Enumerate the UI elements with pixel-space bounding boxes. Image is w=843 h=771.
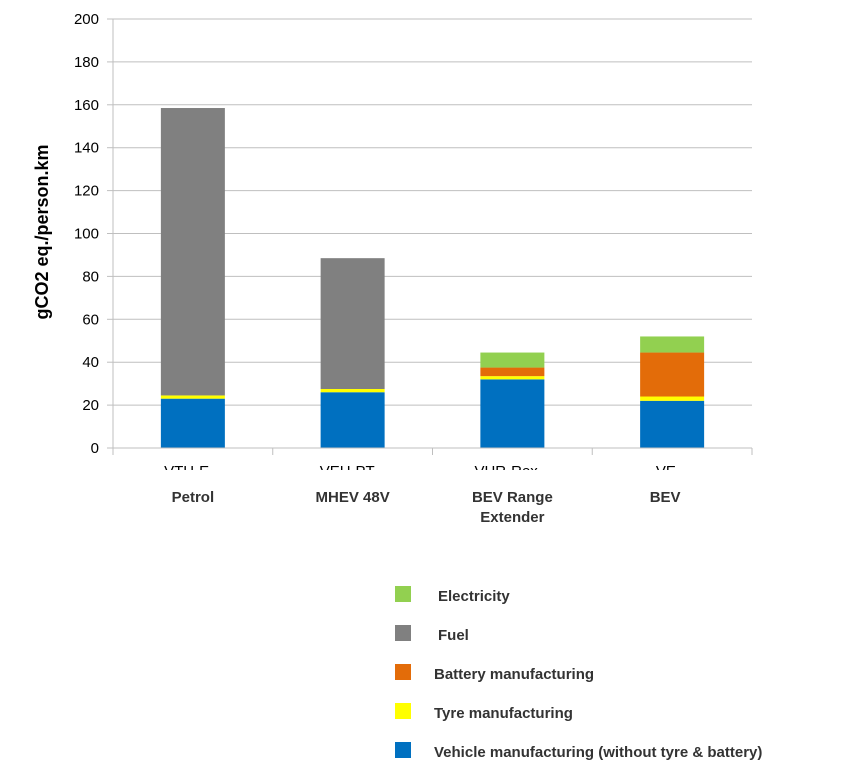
bar-segment: [160, 395, 225, 399]
legend-swatch: [395, 703, 411, 719]
legend-label: Battery manufacturing: [434, 666, 594, 683]
y-tick-label: 120: [74, 183, 99, 200]
legend: Electricity Fuel Battery manufacturing Tyre…: [395, 586, 762, 761]
x-axis-labels: VTH-E... Petrol VEH-PT... MHEV 48V VHR-Rex..…: [164, 463, 688, 526]
bar-segment: [640, 400, 705, 448]
bar-segment: [480, 352, 545, 368]
y-tick-label: 180: [74, 54, 99, 71]
x-tick-label-ghost: VHR-Rex...: [474, 463, 550, 480]
legend-label: Electricity: [438, 588, 510, 605]
y-tick-label: 160: [74, 97, 99, 114]
bar-segment: [480, 379, 545, 448]
y-axis-title: gCO2 eq./person.km: [32, 144, 52, 319]
x-tick-label-ghost: VEH-PT...: [320, 463, 386, 480]
y-tick-label: 60: [82, 311, 99, 328]
bar-segment: [320, 392, 385, 448]
bar-segment: [640, 396, 705, 401]
legend-label: Fuel: [438, 627, 469, 644]
legend-label: Tyre manufacturing: [434, 705, 573, 722]
bar-segment: [320, 389, 385, 393]
category-label: BEV: [650, 489, 681, 506]
y-tick-label: 0: [91, 440, 99, 457]
legend-swatch: [395, 742, 411, 758]
axes: [112, 19, 753, 455]
category-label: BEV Range: [472, 489, 553, 506]
bar-segment: [160, 398, 225, 448]
category-label: Extender: [480, 509, 544, 526]
legend-swatch: [395, 664, 411, 680]
bars: [160, 108, 705, 448]
category-label: MHEV 48V: [316, 489, 390, 506]
y-tick-label: 100: [74, 226, 99, 243]
x-tick-label-ghost: VTH-E...: [164, 463, 222, 480]
bar-segment: [320, 258, 385, 390]
y-tick-label: 80: [82, 268, 99, 285]
bar-segment: [160, 108, 225, 396]
legend-swatch: [395, 625, 411, 641]
bar-segment: [480, 367, 545, 377]
y-tick-label: 200: [74, 11, 99, 28]
x-tick-label-ghost: VE...: [656, 463, 689, 480]
category-label: Petrol: [172, 489, 215, 506]
bar-segment: [640, 352, 705, 397]
bar-segment: [480, 376, 545, 380]
y-tick-label: 40: [82, 354, 99, 371]
y-tick-label: 20: [82, 397, 99, 414]
y-tick-label: 140: [74, 140, 99, 157]
y-axis-ticks: 0 20 40 60 80 100 120 140 160 180 200: [74, 11, 113, 457]
legend-label: Vehicle manufacturing (without tyre & ba…: [434, 744, 762, 761]
bar-segment: [640, 336, 705, 353]
legend-swatch: [395, 586, 411, 602]
